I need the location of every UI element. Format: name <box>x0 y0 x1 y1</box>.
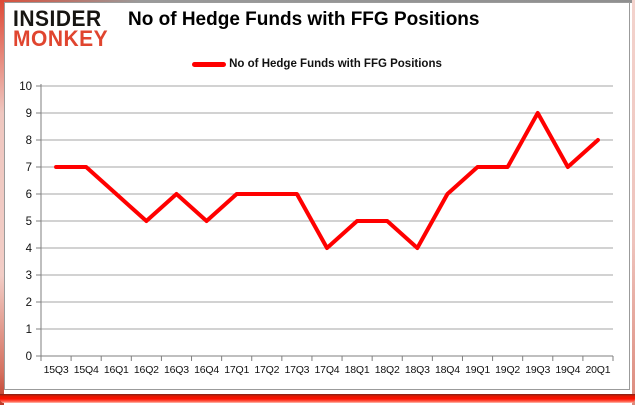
frame-edge-left <box>0 0 4 405</box>
x-tick-label: 17Q3 <box>284 364 309 376</box>
x-tick-label: 17Q4 <box>315 364 340 376</box>
y-tick-label: 5 <box>26 216 32 228</box>
x-tick-label: 18Q2 <box>375 364 400 376</box>
y-tick-label: 0 <box>26 351 32 363</box>
x-tick-label: 17Q1 <box>224 364 249 376</box>
y-tick-label: 1 <box>26 324 32 336</box>
logo-line-monkey: MONKEY <box>13 27 109 52</box>
y-tick-label: 6 <box>26 189 32 201</box>
logo-line-insider: INSIDER <box>13 6 102 32</box>
frame-edge-top <box>0 0 635 3</box>
line-chart-plot: 0 1 2 3 4 5 6 7 8 9 10 15Q3 15Q4 16Q1 16Q2 16Q3 16Q4 17Q1… <box>19 81 614 376</box>
x-tick-label: 19Q4 <box>555 364 580 376</box>
x-tick-label: 18Q4 <box>435 364 460 376</box>
y-tick-label: 4 <box>26 243 33 255</box>
y-tick-label: 7 <box>26 162 32 174</box>
x-tick-label: 19Q1 <box>465 364 490 376</box>
x-tick-label: 16Q1 <box>104 364 129 376</box>
frame-edge-right <box>632 0 635 405</box>
frame-edge-bottom <box>0 394 635 403</box>
y-tick-label: 10 <box>19 81 32 93</box>
legend-label: No of Hedge Funds with FFG Positions <box>229 58 442 70</box>
x-tick-label: 15Q3 <box>44 364 69 376</box>
data-line-series <box>54 111 600 250</box>
y-tick-label: 8 <box>26 135 32 147</box>
x-tick-label: 16Q2 <box>134 364 159 376</box>
x-tick-label: 16Q3 <box>164 364 189 376</box>
x-tick-label: 18Q3 <box>405 364 430 376</box>
y-tick-label: 9 <box>26 108 32 120</box>
chart-title: No of Hedge Funds with FFG Positions <box>128 9 480 30</box>
x-tick-label: 15Q4 <box>74 364 99 376</box>
x-tick-label: 18Q1 <box>345 364 370 376</box>
x-tick-label: 16Q4 <box>194 364 219 376</box>
y-tick-label: 3 <box>26 270 32 282</box>
y-tick-label: 2 <box>26 297 32 309</box>
legend-line-swatch <box>192 61 227 67</box>
insider-monkey-logo: INSIDER MONKEY <box>13 6 109 52</box>
x-tick-label: 19Q2 <box>495 364 520 376</box>
x-tick-label: 19Q3 <box>525 364 550 376</box>
chart-canvas: INSIDER MONKEY No of Hedge Funds with FF… <box>4 2 630 390</box>
x-tick-label: 20Q1 <box>586 364 611 376</box>
x-tick-label: 17Q2 <box>254 364 279 376</box>
chart-legend: No of Hedge Funds with FFG Positions <box>5 58 629 70</box>
